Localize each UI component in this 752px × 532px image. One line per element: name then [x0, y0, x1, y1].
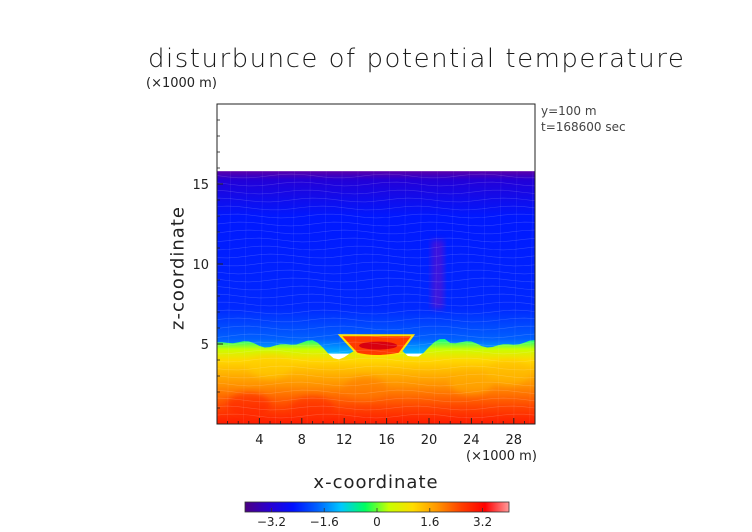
y-tick-label: 10 [192, 258, 209, 273]
contour-line [217, 197, 535, 203]
contour-line [217, 357, 535, 363]
contour-line [217, 237, 535, 243]
contour-line [217, 285, 535, 291]
colorbar-tick-label: −1.6 [310, 515, 339, 529]
contour-line [217, 189, 535, 195]
contour-line [217, 389, 535, 395]
annotation-y-position: y=100 m [541, 104, 597, 118]
contour-line [217, 261, 535, 267]
contour-line [227, 171, 232, 424]
x-tick-label: 24 [463, 433, 480, 448]
colorbar-tick-label: 1.6 [420, 515, 439, 529]
eddy-2 [449, 370, 494, 395]
contour-line [217, 205, 535, 211]
y-tick-label: 5 [201, 338, 209, 353]
contour-line [418, 171, 422, 424]
contour-line [513, 171, 518, 424]
contour-line [497, 171, 502, 424]
x-tick-label: 12 [336, 433, 353, 448]
contour-line [217, 365, 535, 371]
contour-line [217, 317, 535, 323]
contour-line [338, 171, 343, 424]
contour-lines [217, 171, 535, 424]
contour-line [217, 213, 535, 219]
x-axis-unit: (×1000 m) [466, 449, 537, 464]
contour-line [217, 325, 535, 331]
contour-line [259, 171, 263, 424]
colorbar-ticks: −3.2 −1.6 0 1.6 3.2 [257, 508, 492, 529]
x-tick-label: 4 [255, 433, 263, 448]
y-tick-label: 15 [192, 178, 209, 193]
contour-line [529, 171, 534, 424]
eddy-4 [343, 376, 388, 401]
contour-line [217, 253, 535, 259]
contour-line [217, 373, 535, 379]
contour-line [449, 171, 454, 424]
contour-line [217, 269, 535, 275]
colorbar-tick-label: −3.2 [257, 515, 286, 529]
contour-line [290, 171, 295, 424]
colorbar: −3.2 −1.6 0 1.6 3.2 [244, 501, 510, 529]
upper-plume-feature [431, 240, 444, 309]
eddy-5 [248, 354, 292, 379]
contour-line [481, 171, 486, 424]
contour-line [275, 171, 279, 424]
y-axis-ticks: 5 10 15 [192, 119, 223, 409]
x-axis-ticks: 4 8 12 16 20 24 28 [227, 418, 525, 448]
x-tick-label: 20 [421, 433, 438, 448]
contour-line [217, 229, 535, 235]
contour-line [465, 171, 470, 424]
contour-line [217, 381, 535, 387]
x-axis-label: x-coordinate [313, 472, 439, 493]
chart-title: disturbunce of potential temperature [148, 44, 686, 74]
contour-line [217, 405, 535, 411]
lower-layer-eddies [226, 354, 531, 420]
contour-line [217, 173, 535, 179]
x-tick-label: 16 [378, 433, 395, 448]
y-axis-unit: (×1000 m) [146, 76, 217, 91]
x-tick-label: 8 [298, 433, 306, 448]
contour-line [322, 171, 327, 424]
contour-line [370, 171, 375, 424]
contour-line [217, 349, 535, 355]
temperature-field [217, 104, 535, 424]
warm-bubble-core [359, 341, 398, 350]
contour-line [217, 181, 535, 187]
contour-line [217, 309, 535, 315]
contour-line [217, 221, 535, 227]
contour-line [306, 171, 311, 424]
eddy-1 [290, 396, 335, 420]
colorbar-tick-label: 0 [373, 515, 381, 529]
contour-line [354, 171, 359, 424]
contour-line [217, 301, 535, 307]
contour-line [217, 293, 535, 299]
contour-line [434, 171, 438, 424]
eddy-3 [486, 360, 531, 385]
contour-line [386, 171, 391, 424]
contour-line [217, 245, 535, 251]
eddy-0 [226, 392, 271, 417]
contour-line [217, 277, 535, 283]
contour-line [217, 397, 535, 403]
contour-line [243, 171, 247, 424]
cold-upper-layer [217, 171, 535, 354]
contour-line [217, 413, 535, 419]
contour-line [402, 171, 406, 424]
colorbar-tick-label: 3.2 [473, 515, 492, 529]
x-tick-label: 28 [506, 433, 523, 448]
contour-line [217, 333, 535, 339]
annotation-time: t=168600 sec [541, 120, 626, 134]
contour-line [217, 341, 535, 347]
